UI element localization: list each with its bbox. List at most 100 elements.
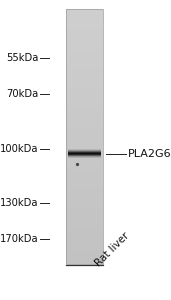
Bar <box>66 231 103 232</box>
Bar <box>66 75 103 76</box>
Bar <box>66 57 103 59</box>
Bar <box>66 143 103 144</box>
Bar <box>66 97 103 98</box>
Bar <box>66 118 103 120</box>
Bar <box>66 100 103 101</box>
Bar <box>66 191 103 193</box>
Bar <box>66 188 103 189</box>
Bar <box>66 253 103 254</box>
Bar <box>66 22 103 23</box>
Bar <box>66 91 103 92</box>
Bar <box>66 11 103 13</box>
Bar <box>66 181 103 182</box>
Bar <box>66 166 103 167</box>
Bar <box>66 186 103 188</box>
Bar <box>66 196 103 198</box>
Bar <box>66 258 103 259</box>
Text: PLA2G6: PLA2G6 <box>127 148 171 159</box>
Bar <box>66 177 103 178</box>
Bar <box>66 121 103 122</box>
Bar <box>66 68 103 69</box>
Bar <box>66 189 103 190</box>
Bar <box>66 250 103 251</box>
Bar <box>66 211 103 212</box>
Bar <box>66 218 103 219</box>
Bar <box>66 47 103 49</box>
Bar <box>66 190 103 191</box>
Bar <box>66 173 103 175</box>
Bar <box>66 10 103 11</box>
Bar <box>66 18 103 19</box>
Bar <box>66 51 103 52</box>
Bar <box>66 45 103 46</box>
Bar <box>66 207 103 208</box>
Bar <box>66 256 103 258</box>
Bar <box>66 13 103 14</box>
Bar <box>66 84 103 86</box>
Bar <box>66 200 103 202</box>
Bar <box>66 151 103 152</box>
Bar <box>66 9 103 264</box>
Bar <box>66 88 103 89</box>
Bar <box>66 107 103 109</box>
Bar <box>66 82 103 83</box>
Bar <box>66 222 103 223</box>
Bar <box>66 139 103 140</box>
Bar <box>66 28 103 29</box>
Bar <box>66 102 103 103</box>
Bar <box>66 46 103 47</box>
Bar <box>66 245 103 246</box>
Bar <box>66 157 103 158</box>
Bar <box>66 158 103 160</box>
Bar <box>66 215 103 217</box>
Bar <box>66 16 103 18</box>
Bar <box>66 126 103 128</box>
Bar <box>66 209 103 211</box>
Bar <box>66 233 103 235</box>
Text: 70kDa: 70kDa <box>6 89 39 100</box>
Bar <box>66 204 103 205</box>
Bar <box>66 103 103 105</box>
Bar <box>66 23 103 24</box>
Bar <box>66 154 103 156</box>
Bar <box>66 194 103 195</box>
Bar <box>66 255 103 256</box>
Bar <box>66 203 103 204</box>
Bar <box>66 240 103 241</box>
Bar <box>66 148 103 149</box>
Bar <box>66 241 103 242</box>
Bar <box>66 213 103 214</box>
Bar <box>66 261 103 263</box>
Bar <box>66 153 103 154</box>
Bar <box>66 76 103 78</box>
Bar <box>66 202 103 203</box>
Bar <box>66 156 103 157</box>
Bar <box>66 238 103 240</box>
Bar <box>66 172 103 173</box>
Bar <box>66 71 103 73</box>
Bar <box>66 223 103 224</box>
Bar <box>66 27 103 28</box>
Bar <box>66 36 103 37</box>
Bar <box>66 185 103 186</box>
Bar <box>66 9 103 10</box>
Bar <box>66 40 103 41</box>
Bar <box>66 113 103 115</box>
Bar <box>66 228 103 230</box>
Bar <box>66 59 103 60</box>
Bar <box>66 212 103 213</box>
Bar <box>66 111 103 112</box>
Bar <box>66 163 103 164</box>
Bar <box>66 125 103 126</box>
Bar <box>66 93 103 94</box>
Bar <box>66 122 103 124</box>
Bar <box>66 55 103 56</box>
Bar <box>66 108 103 110</box>
Bar <box>66 56 103 57</box>
Bar <box>66 61 103 63</box>
Bar <box>66 79 103 80</box>
Bar <box>66 49 103 50</box>
Bar <box>66 168 103 170</box>
Bar <box>66 65 103 66</box>
Bar <box>66 135 103 136</box>
